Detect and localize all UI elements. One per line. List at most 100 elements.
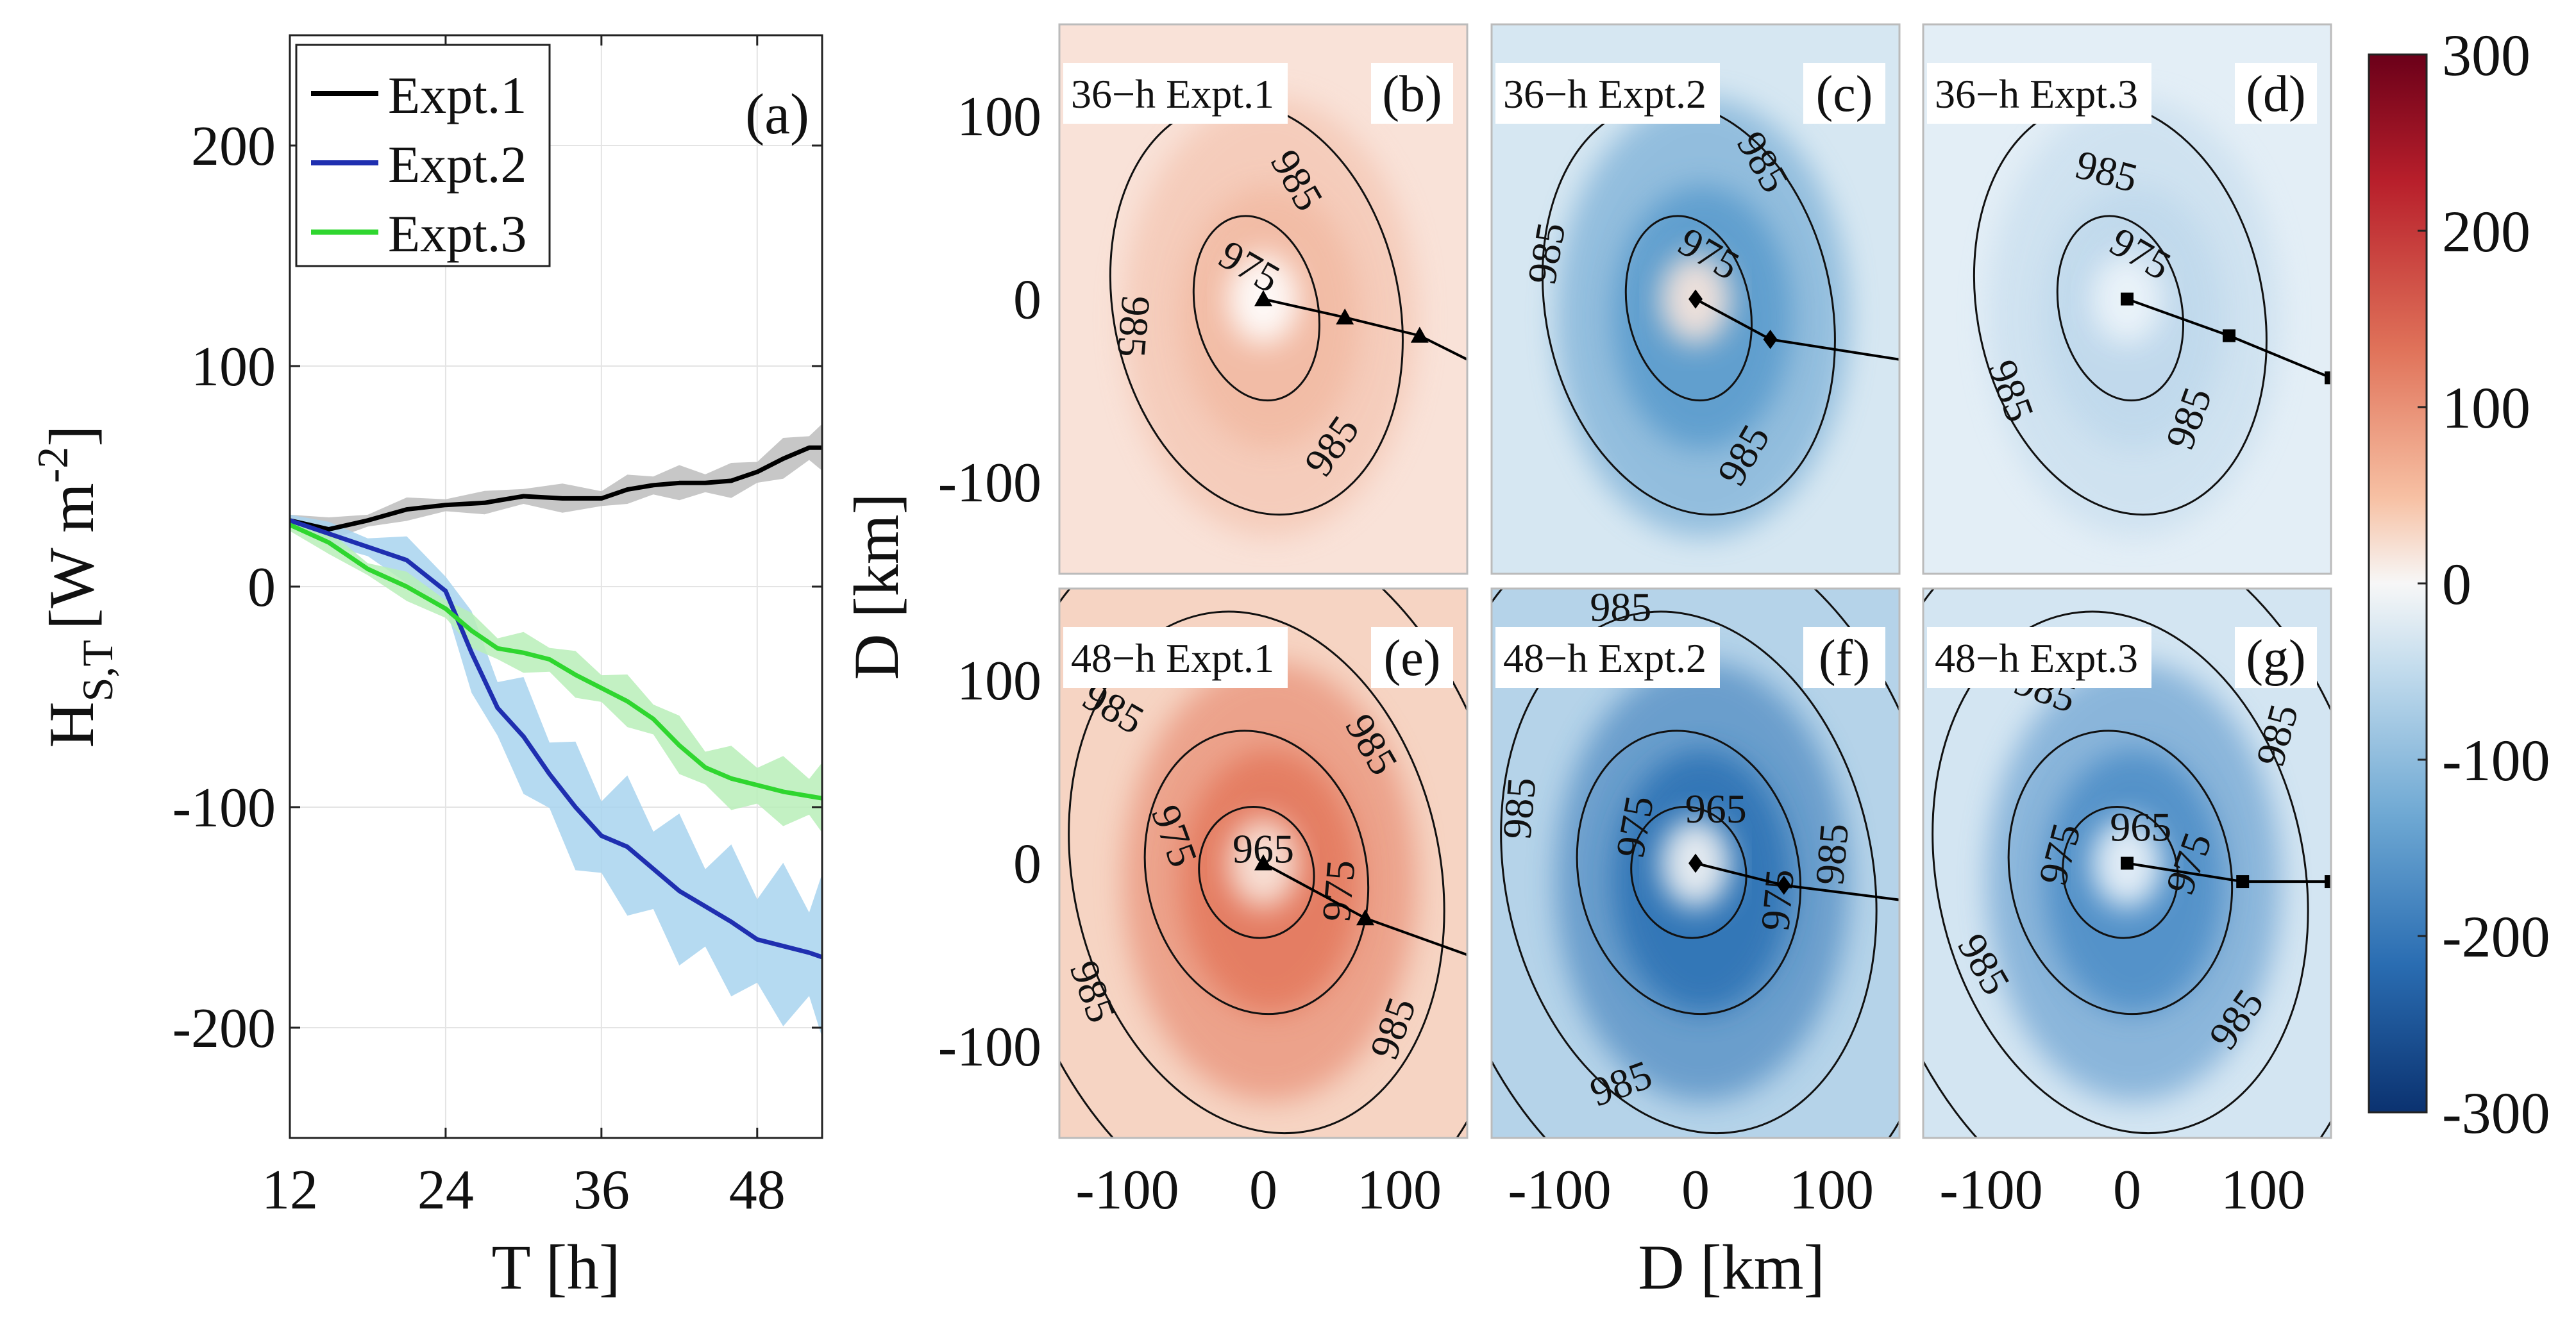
legend-label-expt-3: Expt.3 xyxy=(388,205,526,263)
track-marker-b-2 xyxy=(1410,326,1429,343)
colorbar-tick-label-6: -300 xyxy=(2442,1080,2550,1146)
ylabel-close: ] xyxy=(36,425,107,446)
map-frame-b xyxy=(1058,23,1469,575)
x-tick-label-36: 36 xyxy=(573,1159,630,1221)
map-title-f: 48−h Expt.2 xyxy=(1503,635,1706,681)
map-title-box-b xyxy=(1063,63,1288,124)
colorbar-bar xyxy=(2368,53,2428,1114)
line-chart-ylabel: HS,T [W m-2] xyxy=(28,425,122,748)
track-marker-g-2 xyxy=(2325,875,2331,889)
map-x-tick-label-e-0: 0 xyxy=(1249,1159,1277,1221)
track-marker-f-0 xyxy=(1688,853,1703,873)
contour-label-f-1: 985 xyxy=(1494,776,1544,841)
track-marker-b-1 xyxy=(1336,308,1354,325)
map-y-tick-label-b--100: -100 xyxy=(938,452,1041,514)
map-y-tick-label-b-100: 100 xyxy=(957,86,1041,148)
map-y-tick-label-b-0: 0 xyxy=(1013,269,1041,331)
map-title-b: 36−h Expt.1 xyxy=(1071,71,1274,117)
y-tick-label--200: -200 xyxy=(173,998,276,1060)
line-chart-uncertainty-bands xyxy=(290,424,822,1038)
colorbar-tick-label-3: 0 xyxy=(2442,551,2471,617)
legend: Expt.1 Expt.2 Expt.3 xyxy=(295,44,551,267)
map-x-tick-label-f-100: 100 xyxy=(1789,1159,1874,1221)
track-marker-e-0 xyxy=(1254,854,1272,871)
y-tick-label-200: 200 xyxy=(191,115,276,178)
ylabel-subscript: S,T xyxy=(73,640,122,701)
map-x-tick-label-g--100: -100 xyxy=(1939,1159,2042,1221)
map-title-box-g xyxy=(1927,627,2151,688)
map-panel-label-e: (e) xyxy=(1384,630,1441,687)
isobar-contour-g-0 xyxy=(2062,806,2179,939)
isobar-contour-g-1 xyxy=(2007,730,2234,1016)
track-marker-c-0 xyxy=(1688,289,1703,309)
isobar-contour-b-0 xyxy=(1192,215,1321,402)
ylabel-unit: [W m xyxy=(36,483,107,630)
legend-label-expt-1: Expt.1 xyxy=(388,66,526,124)
colorbar-ticks: 300 200 100 0 -100 -200 -300 xyxy=(2418,22,2550,1146)
map-title-box-d xyxy=(1927,63,2151,124)
isobar-contour-f-0 xyxy=(1630,806,1747,939)
track-marker-d-2 xyxy=(2325,371,2331,385)
colorbar: 300 200 100 0 -100 -200 -300 xyxy=(2368,22,2550,1146)
contour-label-f-4: 975 xyxy=(1752,867,1803,933)
colorbar-tick-label-1: 200 xyxy=(2442,199,2530,264)
colorbar-tick-label-5: -200 xyxy=(2442,904,2550,969)
contour-label-f-2: 975 xyxy=(1607,792,1663,861)
maps-xlabel: D [km] xyxy=(1638,1232,1825,1303)
map-title-e: 48−h Expt.1 xyxy=(1071,635,1274,681)
isobar-contour-e-1 xyxy=(1143,730,1370,1016)
isobar-contour-f-1 xyxy=(1576,730,1802,1016)
map-frame-e xyxy=(1058,587,1469,1139)
contour-label-c-2: 985 xyxy=(1519,219,1574,288)
map-label-box-e xyxy=(1371,627,1453,688)
map-frame-f xyxy=(1490,587,1901,1139)
x-tick-label-48: 48 xyxy=(729,1159,786,1221)
contour-label-f-3: 965 xyxy=(1685,786,1747,832)
legend-label-expt-2: Expt.2 xyxy=(388,135,526,194)
series-line-expt-3 xyxy=(289,522,823,801)
y-tick-label-0: 0 xyxy=(248,556,276,619)
colorbar-tick-label-4: -100 xyxy=(2442,728,2550,793)
map-x-tick-label-f-0: 0 xyxy=(1681,1159,1710,1221)
track-marker-g-1 xyxy=(2236,875,2250,889)
track-marker-f-1 xyxy=(1776,875,1791,895)
map-title-d: 36−h Expt.3 xyxy=(1935,71,2138,117)
track-marker-d-1 xyxy=(2223,329,2235,342)
track-marker-b-0 xyxy=(1254,290,1272,306)
map-y-tick-label-e-0: 0 xyxy=(1013,833,1041,896)
contour-label-f-0: 985 xyxy=(1590,585,1651,630)
map-y-tick-label-e--100: -100 xyxy=(938,1016,1041,1078)
map-x-tick-label-e-100: 100 xyxy=(1357,1159,1442,1221)
map-label-box-b xyxy=(1371,63,1453,124)
map-x-tick-label-f--100: -100 xyxy=(1508,1159,1611,1221)
map-label-box-d xyxy=(2235,63,2317,124)
map-frame-g xyxy=(1922,587,2332,1139)
legend-box xyxy=(295,44,551,267)
isobar-contour-e-2 xyxy=(1068,610,1445,1135)
band-expt-2 xyxy=(290,514,822,1038)
map-label-box-g xyxy=(2235,627,2317,688)
map-label-box-c xyxy=(1803,63,1885,124)
storm-track-b xyxy=(1263,297,1467,361)
map-panel-label-b: (b) xyxy=(1382,66,1442,122)
track-marker-d-0 xyxy=(2121,292,2134,306)
map-x-tick-label-g-0: 0 xyxy=(2113,1159,2141,1221)
isobar-contour-f-2 xyxy=(1500,610,1878,1135)
track-marker-e-1 xyxy=(1356,909,1374,926)
band-expt-1 xyxy=(290,424,822,541)
map-title-box-e xyxy=(1063,627,1288,688)
line-chart-series-lines xyxy=(289,445,823,960)
map-panel-label-f: (f) xyxy=(1819,630,1870,687)
ylabel-main: H xyxy=(36,701,107,748)
colorbar-tick-label-0: 300 xyxy=(2442,22,2530,88)
line-chart-xlabel: T [h] xyxy=(492,1232,621,1303)
